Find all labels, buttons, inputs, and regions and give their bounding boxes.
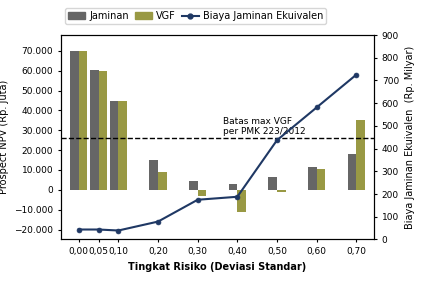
Bar: [90, 70, 99, 190]
Bar: [79, 51, 87, 190]
Bar: [355, 120, 364, 190]
Bar: [109, 100, 118, 190]
Bar: [197, 190, 206, 196]
Bar: [118, 100, 127, 190]
Legend: Jaminan, VGF, Biaya Jaminan Ekuivalen: Jaminan, VGF, Biaya Jaminan Ekuivalen: [65, 8, 326, 24]
Bar: [237, 190, 246, 212]
Bar: [188, 181, 197, 190]
Bar: [316, 169, 325, 190]
Bar: [307, 167, 316, 190]
Text: Batas max VGF
per PMK 223/2012: Batas max VGF per PMK 223/2012: [223, 117, 306, 136]
Bar: [268, 177, 276, 190]
Bar: [276, 190, 285, 192]
X-axis label: Tingkat Risiko (Deviasi Standar): Tingkat Risiko (Deviasi Standar): [128, 262, 306, 272]
Bar: [70, 51, 79, 190]
Y-axis label: Prospect NPV (Rp. Juta): Prospect NPV (Rp. Juta): [0, 80, 9, 194]
Bar: [158, 172, 166, 190]
Bar: [228, 184, 237, 190]
Y-axis label: Biaya Jaminan Ekuivalen  (Rp. Milyar): Biaya Jaminan Ekuivalen (Rp. Milyar): [404, 46, 414, 229]
Bar: [347, 154, 355, 190]
Bar: [99, 71, 107, 190]
Bar: [149, 160, 158, 190]
